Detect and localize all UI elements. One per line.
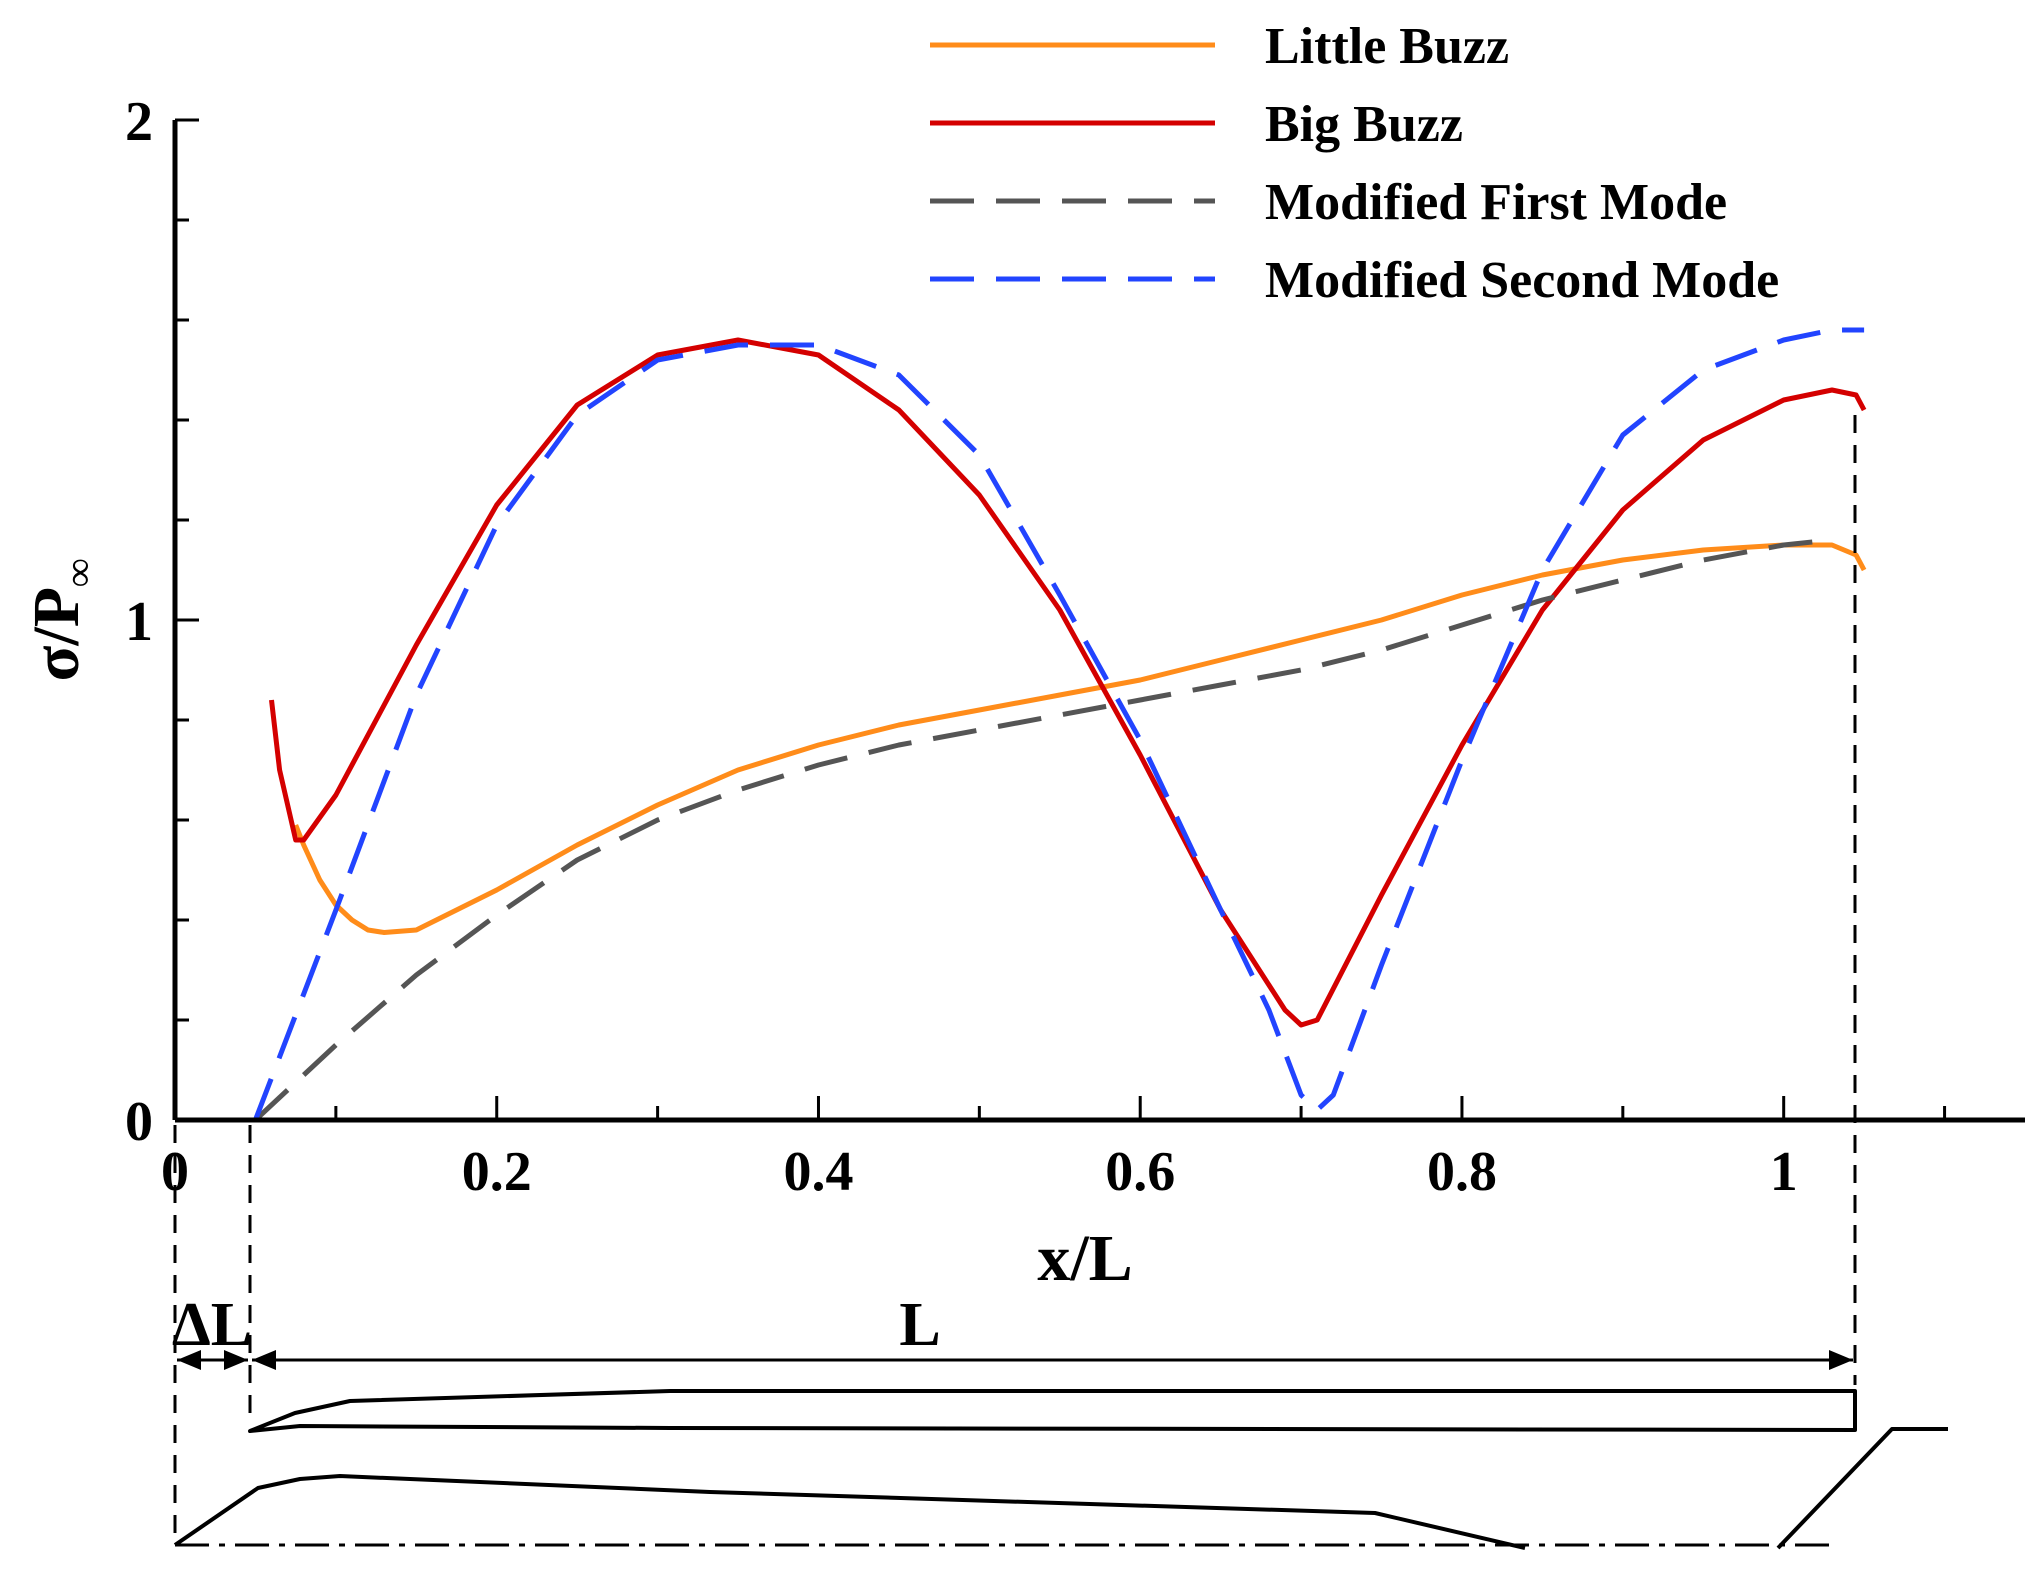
series-line-modified-first-mode	[253, 537, 1833, 1122]
y-axis-title: σ/P∞	[20, 558, 101, 681]
series-line-modified-second-mode	[253, 327, 1865, 1121]
x-axis-title: x/L	[1037, 1222, 1132, 1295]
length-l-arrowhead-left	[252, 1350, 276, 1370]
delta-l-arrowhead-right	[224, 1350, 248, 1370]
delta-l-arrowhead-left	[177, 1350, 201, 1370]
length-l-arrowhead-right	[1829, 1350, 1853, 1370]
x-tick-label: 0.4	[783, 1141, 853, 1203]
length-l-label: L	[899, 1291, 940, 1359]
legend-label-modified-second-mode: Modified Second Mode	[1265, 252, 1779, 309]
legend-label-big-buzz: Big Buzz	[1265, 96, 1463, 153]
legend-label-modified-first-mode: Modified First Mode	[1265, 174, 1727, 231]
series-line-little-buzz	[293, 542, 1867, 935]
legend: Little Buzz Big Buzz Modified First Mode Mo…	[930, 18, 1779, 309]
x-tick-label: 0.2	[462, 1141, 532, 1203]
x-tick-label: 1	[1770, 1141, 1798, 1203]
x-tick-label: 0.6	[1105, 1141, 1175, 1203]
series-line-big-buzz	[269, 337, 1867, 1028]
ramp-outline	[173, 1474, 1526, 1550]
y-tick-label: 1	[125, 591, 153, 653]
cowl-outline	[248, 1389, 1857, 1433]
inlet-schematic: ΔL L	[172, 415, 1948, 1550]
x-tick-label: 0.8	[1427, 1141, 1497, 1203]
delta-l-label: ΔL	[172, 1291, 252, 1359]
series-layer	[253, 327, 1867, 1122]
legend-label-little-buzz: Little Buzz	[1265, 18, 1509, 75]
y-tick-label: 2	[125, 91, 153, 153]
lower-wall-outline	[1776, 1427, 1948, 1550]
y-tick-label: 0	[125, 1091, 153, 1153]
